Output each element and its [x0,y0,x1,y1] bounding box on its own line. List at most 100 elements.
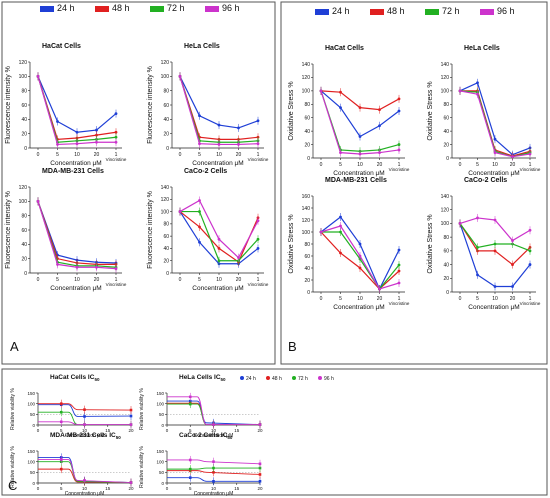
data-point [397,269,401,273]
y-tick-label: 80 [163,88,169,94]
x-axis-label: Concentration μM [194,433,234,439]
y-axis-label: Fluorescence intensity % [147,66,154,144]
y-tick-label: 0 [32,423,35,428]
x-tick-label: 0 [320,296,323,302]
panel-a-frame [1,1,276,365]
chart-title: CaCo-2 Cells IC50 [179,432,233,440]
x-tick-label: 5 [476,162,479,168]
x-tick-label: 20 [510,162,516,168]
y-tick-label: 80 [443,102,449,108]
y-tick-label: 60 [304,116,310,122]
data-point [129,414,133,418]
data-point [358,135,362,138]
data-point [114,112,118,115]
y-tick-label: 20 [443,276,449,282]
series-line [179,76,259,129]
series-line [179,76,259,146]
y-tick-label: 80 [163,222,169,228]
x-tick-label: 10 [74,152,80,158]
fit-curve [38,468,132,484]
legend-label: 48 h [272,376,282,382]
y-tick-label: 50 [30,470,36,475]
data-point [95,140,98,144]
y-tick-label: 140 [302,62,311,68]
y-axis-label: Oxidative Stress % [427,214,434,273]
x-tick-label: 10 [211,428,217,433]
legend-swatch [150,6,164,12]
data-point [511,155,514,159]
data-point [212,471,215,474]
data-point [378,124,381,128]
data-point [397,143,401,146]
y-tick-label: 120 [161,60,170,66]
y-axis-label: Fluorescence intensity % [5,191,12,269]
x-axis-label: Concentration μM [333,170,384,177]
y-tick-label: 0 [446,290,449,296]
legend-marker [240,376,244,380]
data-point [397,109,401,113]
data-point [75,130,79,134]
legend-swatch [425,9,439,15]
y-tick-label: 100 [156,401,164,406]
y-axis-label: Relative viability % [10,446,16,488]
series-line [37,201,117,264]
x-axis-label: Concentration μM [468,170,519,177]
x-tick-label: 0 [166,486,169,491]
x-tick-label: 0 [37,277,40,283]
y-tick-label: 60 [163,103,169,109]
data-point [397,263,401,267]
y-tick-label: 140 [161,185,170,191]
series-line [320,90,400,152]
y-tick-label: 0 [307,290,310,296]
legend-swatch [95,6,109,12]
x-tick-label: 1 [529,296,532,302]
data-point [493,218,497,222]
data-point [358,152,362,156]
data-point [339,106,342,110]
legend-marker [318,376,322,380]
data-point [397,148,401,152]
legend-label: 96 h [497,6,515,16]
chart-title: HeLa Cells [184,43,220,50]
data-point [258,479,262,483]
y-tick-label: 100 [302,230,311,236]
data-point [188,402,192,406]
x-tick-label: 1 [398,296,401,302]
panel-c-frame [1,368,548,496]
x-tick-label: 20 [236,277,242,283]
fit-curve [167,467,260,470]
x-tick-label: 20 [377,296,383,302]
x-tick-label: 10 [211,486,217,491]
y-tick-label: 160 [302,194,311,200]
series-line [459,223,531,288]
data-point [258,462,262,466]
y-tick-label: 100 [441,221,450,227]
x-tick-label: 15 [234,486,240,491]
data-point [358,242,362,246]
data-point [339,151,342,155]
y-axis-label: Oxidative Stress % [427,81,434,140]
x-tick-note: Vincristine [520,167,541,172]
data-point [212,466,215,470]
x-tick-label: 1 [257,152,260,158]
y-tick-label: 40 [443,262,449,268]
data-point [511,263,514,266]
x-tick-label: 5 [198,277,201,283]
x-tick-label: 15 [234,428,240,433]
x-tick-label: 20 [128,486,134,491]
legend-swatch [315,9,329,15]
x-tick-label: 20 [128,428,134,433]
data-point [178,74,182,78]
chart-title: CaCo-2 Cells [184,168,227,175]
data-point [476,216,479,220]
x-tick-label: 0 [37,486,40,491]
data-point [114,267,118,271]
x-tick-label: 5 [339,296,342,302]
y-tick-label: 50 [30,412,36,417]
chart-title-subscript: 50 [227,435,233,440]
y-axis-label: Relative viability % [139,388,145,430]
data-point [212,423,215,426]
y-tick-label: 50 [159,412,165,417]
